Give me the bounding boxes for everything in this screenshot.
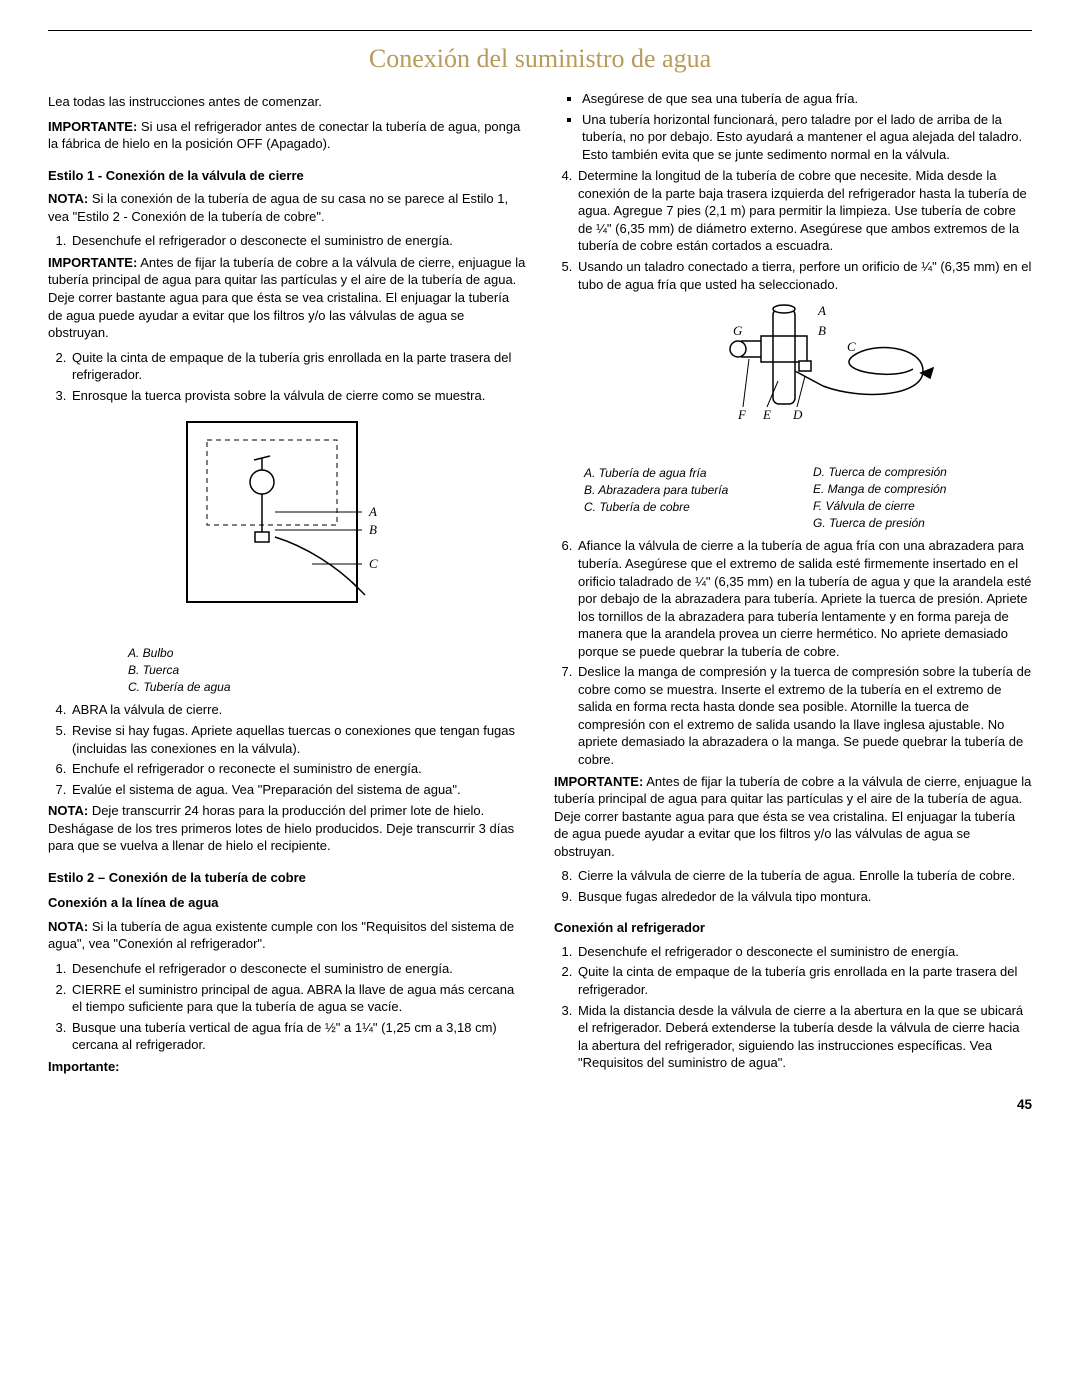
conexion-refri-heading: Conexión al refrigerador bbox=[554, 919, 1032, 937]
legend-item: B. Tuerca bbox=[128, 662, 486, 678]
page-number: 45 bbox=[48, 1096, 1032, 1114]
list-item: Deslice la manga de compresión y la tuer… bbox=[576, 663, 1032, 768]
legend-item: C. Tubería de agua bbox=[128, 679, 486, 695]
nota-3: NOTA: Si la tubería de agua existente cu… bbox=[48, 918, 526, 953]
list-item: Afiance la válvula de cierre a la tuberí… bbox=[576, 537, 1032, 660]
page-title: Conexión del suministro de agua bbox=[48, 41, 1032, 76]
figure-1: A B C bbox=[48, 412, 526, 637]
legend-item: B. Abrazadera para tubería bbox=[584, 482, 793, 498]
importante-4: IMPORTANTE: Antes de fijar la tubería de… bbox=[554, 773, 1032, 861]
content-columns: Lea todas las instrucciones antes de com… bbox=[48, 90, 1032, 1078]
svg-text:D: D bbox=[792, 407, 803, 422]
list-item: ABRA la válvula de cierre. bbox=[70, 701, 526, 719]
figure-2: A B C G F E D bbox=[554, 301, 1032, 456]
conexion-linea-heading: Conexión a la línea de agua bbox=[48, 894, 526, 912]
legend-item: A. Bulbo bbox=[128, 645, 486, 661]
list-item: Quite la cinta de empaque de la tubería … bbox=[70, 349, 526, 384]
svg-text:E: E bbox=[762, 407, 771, 422]
svg-text:B: B bbox=[818, 323, 826, 338]
list-item: Quite la cinta de empaque de la tubería … bbox=[576, 963, 1032, 998]
list-item: Usando un taladro conectado a tierra, pe… bbox=[576, 258, 1032, 293]
style2-list-part3: Afiance la válvula de cierre a la tuberí… bbox=[554, 537, 1032, 768]
top-rule bbox=[48, 30, 1032, 31]
legend-item: F. Válvula de cierre bbox=[813, 498, 1022, 514]
list-item: Una tubería horizontal funcionará, pero … bbox=[582, 111, 1032, 164]
list-item: Determine la longitud de la tubería de c… bbox=[576, 167, 1032, 255]
nota-2: NOTA: Deje transcurrir 24 horas para la … bbox=[48, 802, 526, 855]
list-item: Enrosque la tuerca provista sobre la vál… bbox=[70, 387, 526, 405]
style1-list-part2: Quite la cinta de empaque de la tubería … bbox=[48, 349, 526, 405]
saddle-valve-diagram-icon: A B C G F E D bbox=[623, 301, 963, 451]
svg-text:B: B bbox=[369, 522, 377, 537]
legend-item: E. Manga de compresión bbox=[813, 481, 1022, 497]
legend-item: D. Tuerca de compresión bbox=[813, 464, 1022, 480]
legend-item: A. Tubería de agua fría bbox=[584, 465, 793, 481]
style1-list-part1: Desenchufe el refrigerador o desconecte … bbox=[48, 232, 526, 250]
svg-text:G: G bbox=[733, 323, 743, 338]
valve-diagram-icon: A B C bbox=[157, 412, 417, 632]
importante-2: IMPORTANTE: Antes de fijar la tubería de… bbox=[48, 254, 526, 342]
figure-2-legend: A. Tubería de agua fría B. Abrazadera pa… bbox=[584, 464, 1022, 532]
list-item: Evalúe el sistema de agua. Vea "Preparac… bbox=[70, 781, 526, 799]
list-item: Revise si hay fugas. Apriete aquellas tu… bbox=[70, 722, 526, 757]
svg-text:A: A bbox=[817, 303, 826, 318]
style2-heading: Estilo 2 – Conexión de la tubería de cob… bbox=[48, 869, 526, 887]
style1-heading: Estilo 1 - Conexión de la válvula de cie… bbox=[48, 167, 526, 185]
style1-list-part3: ABRA la válvula de cierre. Revise si hay… bbox=[48, 701, 526, 798]
legend-item: G. Tuerca de presión bbox=[813, 515, 1022, 531]
list-item: Asegúrese de que sea una tubería de agua… bbox=[582, 90, 1032, 108]
style2-list-part2: Determine la longitud de la tubería de c… bbox=[554, 167, 1032, 293]
style2-list-part4: Cierre la válvula de cierre de la tuberí… bbox=[554, 867, 1032, 905]
list-item: Desenchufe el refrigerador o desconecte … bbox=[70, 960, 526, 978]
svg-text:C: C bbox=[369, 556, 378, 571]
importante-3-heading: Importante: bbox=[48, 1058, 526, 1076]
list-item: CIERRE el suministro principal de agua. … bbox=[70, 981, 526, 1016]
list-item: Desenchufe el refrigerador o desconecte … bbox=[70, 232, 526, 250]
style3-list: Desenchufe el refrigerador o desconecte … bbox=[554, 943, 1032, 1072]
list-item: Cierre la válvula de cierre de la tuberí… bbox=[576, 867, 1032, 885]
intro-text: Lea todas las instrucciones antes de com… bbox=[48, 93, 526, 111]
svg-text:F: F bbox=[737, 407, 747, 422]
list-item: Desenchufe el refrigerador o desconecte … bbox=[576, 943, 1032, 961]
figure-1-legend: A. Bulbo B. Tuerca C. Tubería de agua bbox=[128, 645, 486, 696]
list-item: Busque fugas alrededor de la válvula tip… bbox=[576, 888, 1032, 906]
legend-item: C. Tubería de cobre bbox=[584, 499, 793, 515]
list-item: Busque una tubería vertical de agua fría… bbox=[70, 1019, 526, 1054]
style2-list-part1: Desenchufe el refrigerador o desconecte … bbox=[48, 960, 526, 1054]
nota-1: NOTA: Si la conexión de la tubería de ag… bbox=[48, 190, 526, 225]
importante-1: IMPORTANTE: Si usa el refrigerador antes… bbox=[48, 118, 526, 153]
list-item: Mida la distancia desde la válvula de ci… bbox=[576, 1002, 1032, 1072]
list-item: Enchufe el refrigerador o reconecte el s… bbox=[70, 760, 526, 778]
svg-text:C: C bbox=[847, 339, 856, 354]
svg-text:A: A bbox=[368, 504, 377, 519]
importante-bullets: Asegúrese de que sea una tubería de agua… bbox=[554, 90, 1032, 163]
